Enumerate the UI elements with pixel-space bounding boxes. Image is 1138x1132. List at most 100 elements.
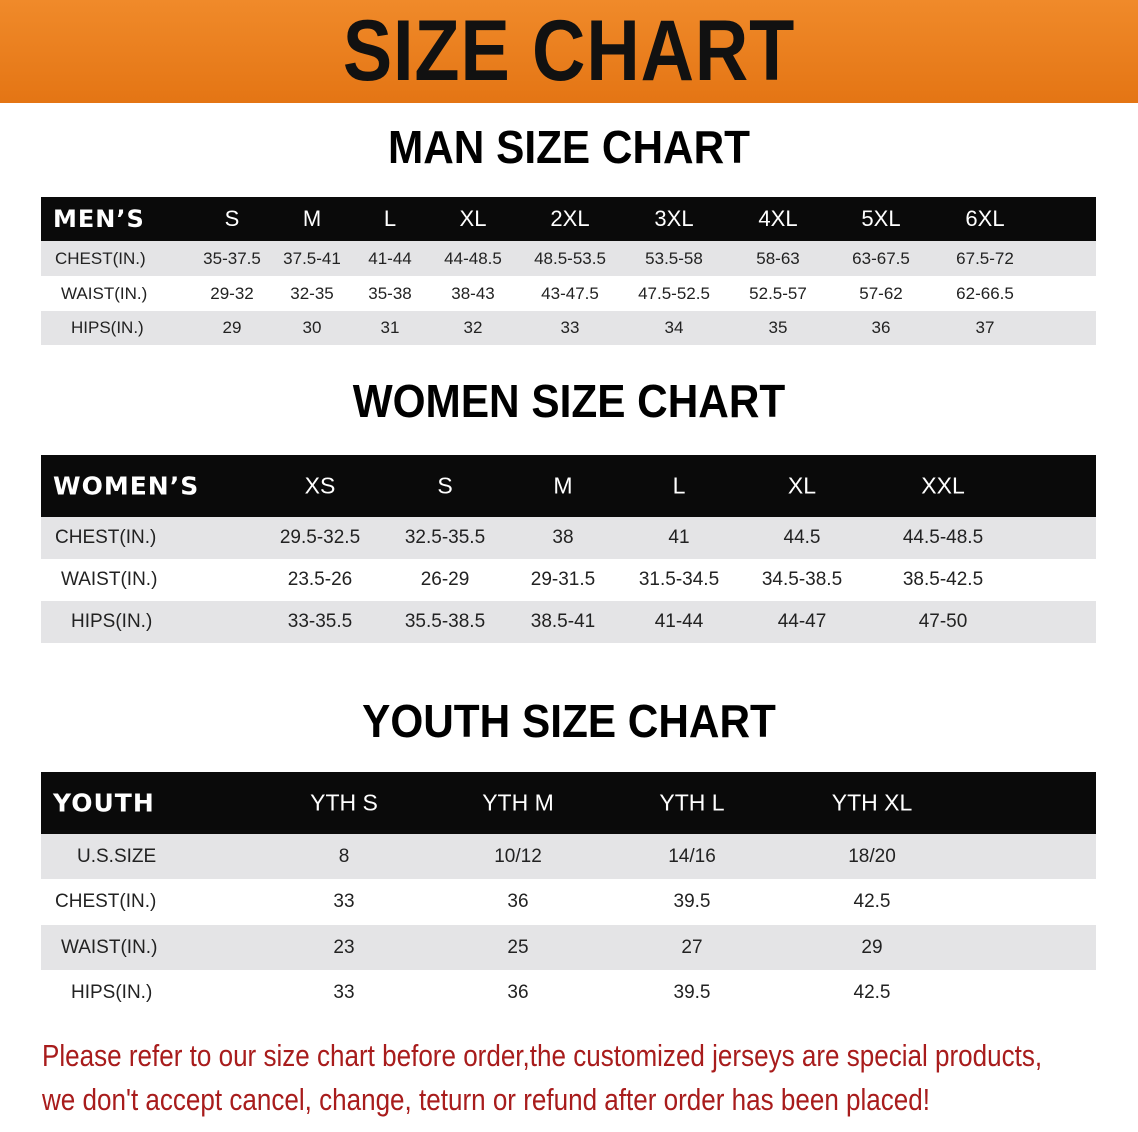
- notice-line-1: Please refer to our size chart before or…: [42, 1038, 1043, 1073]
- table-cell: 27: [681, 936, 703, 958]
- row-label: HIPS(IN.): [71, 982, 153, 1003]
- header-label: YOUTH: [53, 788, 155, 818]
- table-cell: 37: [975, 318, 995, 337]
- size-header-2xl: 2XL: [550, 206, 590, 231]
- table-cell: 33: [333, 891, 355, 912]
- notice-line-2: we don't accept cancel, change, teturn o…: [42, 1082, 931, 1117]
- table-cell: 44.5-48.5: [902, 527, 984, 548]
- table-row: CHEST(IN.) 29.5-32.5 32.5-35.5 38 41 44.5 44.5…: [41, 517, 1096, 559]
- row-label: CHEST(IN.): [55, 248, 146, 268]
- table-cell: 32: [463, 318, 483, 337]
- table-cell: 58-63: [756, 248, 800, 268]
- table-cell: 35: [768, 318, 788, 337]
- table-cell: 33: [333, 982, 355, 1003]
- table-row: HIPS(IN.) 33-35.5 35.5-38.5 38.5-41 41-44 44-…: [41, 601, 1096, 643]
- table-cell: 38.5-42.5: [902, 569, 984, 590]
- size-header-l: L: [672, 472, 686, 499]
- table-cell: 29-32: [210, 283, 254, 303]
- table-cell: 30: [302, 318, 322, 337]
- men-size-table: MEN’S S M L XL 2XL 3XL 4XL 5XL 6XL CHEST(IN.) 35-37…: [41, 197, 1096, 345]
- size-header-m: M: [302, 206, 322, 231]
- size-header-yth-m: YTH M: [482, 789, 554, 816]
- table-header-row: WOMEN’S XS S M L XL XXL: [41, 455, 1096, 517]
- row-label: WAIST(IN.): [61, 569, 158, 590]
- row-label: WAIST(IN.): [61, 936, 158, 958]
- table-cell: 37.5-41: [283, 248, 341, 268]
- size-header-xs: XS: [304, 472, 336, 499]
- size-header-yth-xl: YTH XL: [831, 789, 913, 816]
- table-cell: 36: [871, 318, 891, 337]
- table-cell: 44.5: [783, 527, 821, 548]
- table-cell: 26-29: [420, 569, 470, 590]
- table-cell: 62-66.5: [956, 283, 1014, 303]
- women-section-title: WOMEN SIZE CHART: [352, 375, 786, 427]
- men-section-title: MAN SIZE CHART: [387, 121, 751, 173]
- table-cell: 52.5-57: [749, 283, 807, 303]
- table-cell: 34.5-38.5: [761, 569, 843, 590]
- size-header-5xl: 5XL: [861, 206, 901, 231]
- size-header-4xl: 4XL: [758, 206, 798, 231]
- table-cell: 33: [560, 318, 580, 337]
- size-header-l: L: [383, 206, 397, 231]
- table-cell: 38.5-41: [530, 611, 596, 632]
- size-header-xl: XL: [787, 472, 817, 499]
- table-cell: 43-47.5: [541, 283, 599, 303]
- table-row: HIPS(IN.) 33 36 39.5 42.5: [41, 970, 1096, 1016]
- table-cell: 35.5-38.5: [404, 611, 486, 632]
- table-cell: 38: [552, 527, 574, 548]
- youth-section-title: YOUTH SIZE CHART: [362, 695, 776, 747]
- banner-title: SIZE CHART: [342, 3, 796, 99]
- table-header-row: MEN’S S M L XL 2XL 3XL 4XL 5XL 6XL: [41, 197, 1096, 241]
- row-label: HIPS(IN.): [71, 611, 153, 632]
- table-cell: 47-50: [918, 611, 968, 632]
- table-cell: 23: [333, 936, 355, 958]
- table-cell: 29.5-32.5: [279, 527, 361, 548]
- header-label: MEN’S: [53, 205, 145, 233]
- table-cell: 42.5: [853, 982, 891, 1003]
- size-header-m: M: [553, 472, 573, 499]
- table-cell: 29-31.5: [530, 569, 596, 590]
- table-cell: 32.5-35.5: [404, 527, 486, 548]
- table-row: CHEST(IN.) 35-37.5 37.5-41 41-44 44-48.5 48.5…: [41, 241, 1096, 276]
- table-row: WAIST(IN.) 23 25 27 29: [41, 925, 1096, 970]
- table-cell: 53.5-58: [645, 248, 703, 268]
- table-cell: 18/20: [848, 845, 896, 867]
- table-cell: 35-37.5: [203, 248, 261, 268]
- table-cell: 41-44: [368, 248, 412, 268]
- row-label: HIPS(IN.): [71, 318, 144, 337]
- table-cell: 8: [338, 845, 350, 867]
- header-label: WOMEN’S: [53, 471, 200, 501]
- table-cell: 14/16: [668, 845, 716, 867]
- table-cell: 31.5-34.5: [638, 569, 720, 590]
- table-cell: 39.5: [673, 891, 711, 912]
- table-cell: 25: [507, 936, 529, 958]
- table-cell: 29: [222, 318, 242, 337]
- table-row: CHEST(IN.) 33 36 39.5 42.5: [41, 879, 1096, 925]
- table-cell: 36: [507, 982, 529, 1003]
- table-cell: 48.5-53.5: [534, 248, 606, 268]
- table-row: WAIST(IN.) 23.5-26 26-29 29-31.5 31.5-34.5 34…: [41, 559, 1096, 601]
- row-label: U.S.SIZE: [77, 845, 157, 867]
- table-cell: 36: [507, 891, 529, 912]
- table-cell: 67.5-72: [956, 248, 1014, 268]
- table-cell: 39.5: [673, 982, 711, 1003]
- size-header-3xl: 3XL: [654, 206, 694, 231]
- table-cell: 57-62: [859, 283, 903, 303]
- table-row: WAIST(IN.) 29-32 32-35 35-38 38-43 43-47.5 47.…: [41, 276, 1096, 311]
- table-cell: 31: [380, 318, 400, 337]
- size-header-xl: XL: [459, 206, 487, 231]
- youth-size-table: YOUTH YTH S YTH M YTH L YTH XL U.S.SIZE 8 10/12…: [41, 772, 1096, 1016]
- table-header-row: YOUTH YTH S YTH M YTH L YTH XL: [41, 772, 1096, 834]
- size-header-yth-l: YTH L: [659, 789, 725, 816]
- table-row: U.S.SIZE 8 10/12 14/16 18/20: [41, 834, 1096, 879]
- table-cell: 33-35.5: [287, 611, 353, 632]
- table-cell: 42.5: [853, 891, 891, 912]
- table-cell: 47.5-52.5: [638, 283, 710, 303]
- table-cell: 63-67.5: [852, 248, 910, 268]
- table-cell: 38-43: [451, 283, 495, 303]
- row-label: WAIST(IN.): [61, 283, 148, 303]
- size-header-6xl: 6XL: [965, 206, 1005, 231]
- table-cell: 10/12: [494, 845, 542, 867]
- women-size-table: WOMEN’S XS S M L XL XXL CHEST(IN.) 29.5-32.5 32.5…: [41, 455, 1096, 643]
